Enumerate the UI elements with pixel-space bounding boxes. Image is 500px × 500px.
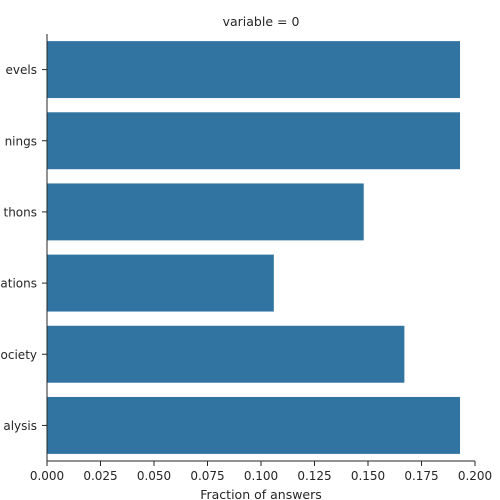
x-tick-label: 0.175 xyxy=(404,469,438,483)
chart-title: variable = 0 xyxy=(223,14,300,29)
y-tick-label: ations xyxy=(0,277,37,291)
x-axis-title: Fraction of answers xyxy=(200,487,322,500)
bar-ations xyxy=(47,254,274,312)
x-tick-label: 0.075 xyxy=(190,469,224,483)
bar-alysis xyxy=(47,396,461,454)
x-tick-label: 0.025 xyxy=(83,469,117,483)
x-tick-label: 0.050 xyxy=(137,469,171,483)
bar-evels xyxy=(47,41,461,99)
bars-group xyxy=(47,41,461,454)
bar-thons xyxy=(47,183,364,241)
x-axis-ticks: 0.000 0.025 0.050 0.075 0.100 0.125 0.150 0.175… xyxy=(30,461,492,483)
x-tick-label: 0.150 xyxy=(351,469,385,483)
y-tick-label: thons xyxy=(3,205,37,219)
y-tick-label: alysis xyxy=(3,419,37,433)
bar-nings xyxy=(47,112,461,170)
y-tick-label: ociety xyxy=(1,348,37,362)
x-tick-label: 0.000 xyxy=(30,469,64,483)
y-axis-ticks: evels nings thons ations ociety alysis xyxy=(0,63,47,433)
x-tick-label: 0.200 xyxy=(458,469,492,483)
x-tick-label: 0.125 xyxy=(297,469,331,483)
y-tick-label: evels xyxy=(6,63,37,77)
bar-ociety xyxy=(47,325,405,383)
x-tick-label: 0.100 xyxy=(244,469,278,483)
y-tick-label: nings xyxy=(5,134,37,148)
